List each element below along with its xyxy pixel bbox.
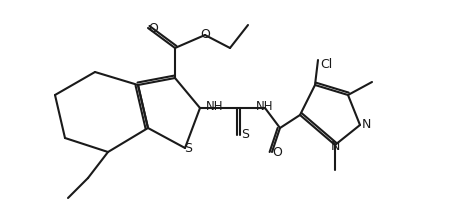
- Text: O: O: [200, 29, 209, 41]
- Text: S: S: [240, 129, 249, 141]
- Text: NH: NH: [206, 100, 223, 113]
- Text: NH: NH: [256, 100, 273, 113]
- Text: S: S: [184, 141, 192, 154]
- Text: N: N: [330, 140, 339, 154]
- Text: O: O: [148, 22, 157, 35]
- Text: Cl: Cl: [319, 59, 331, 71]
- Text: O: O: [272, 146, 281, 159]
- Text: N: N: [360, 119, 370, 132]
